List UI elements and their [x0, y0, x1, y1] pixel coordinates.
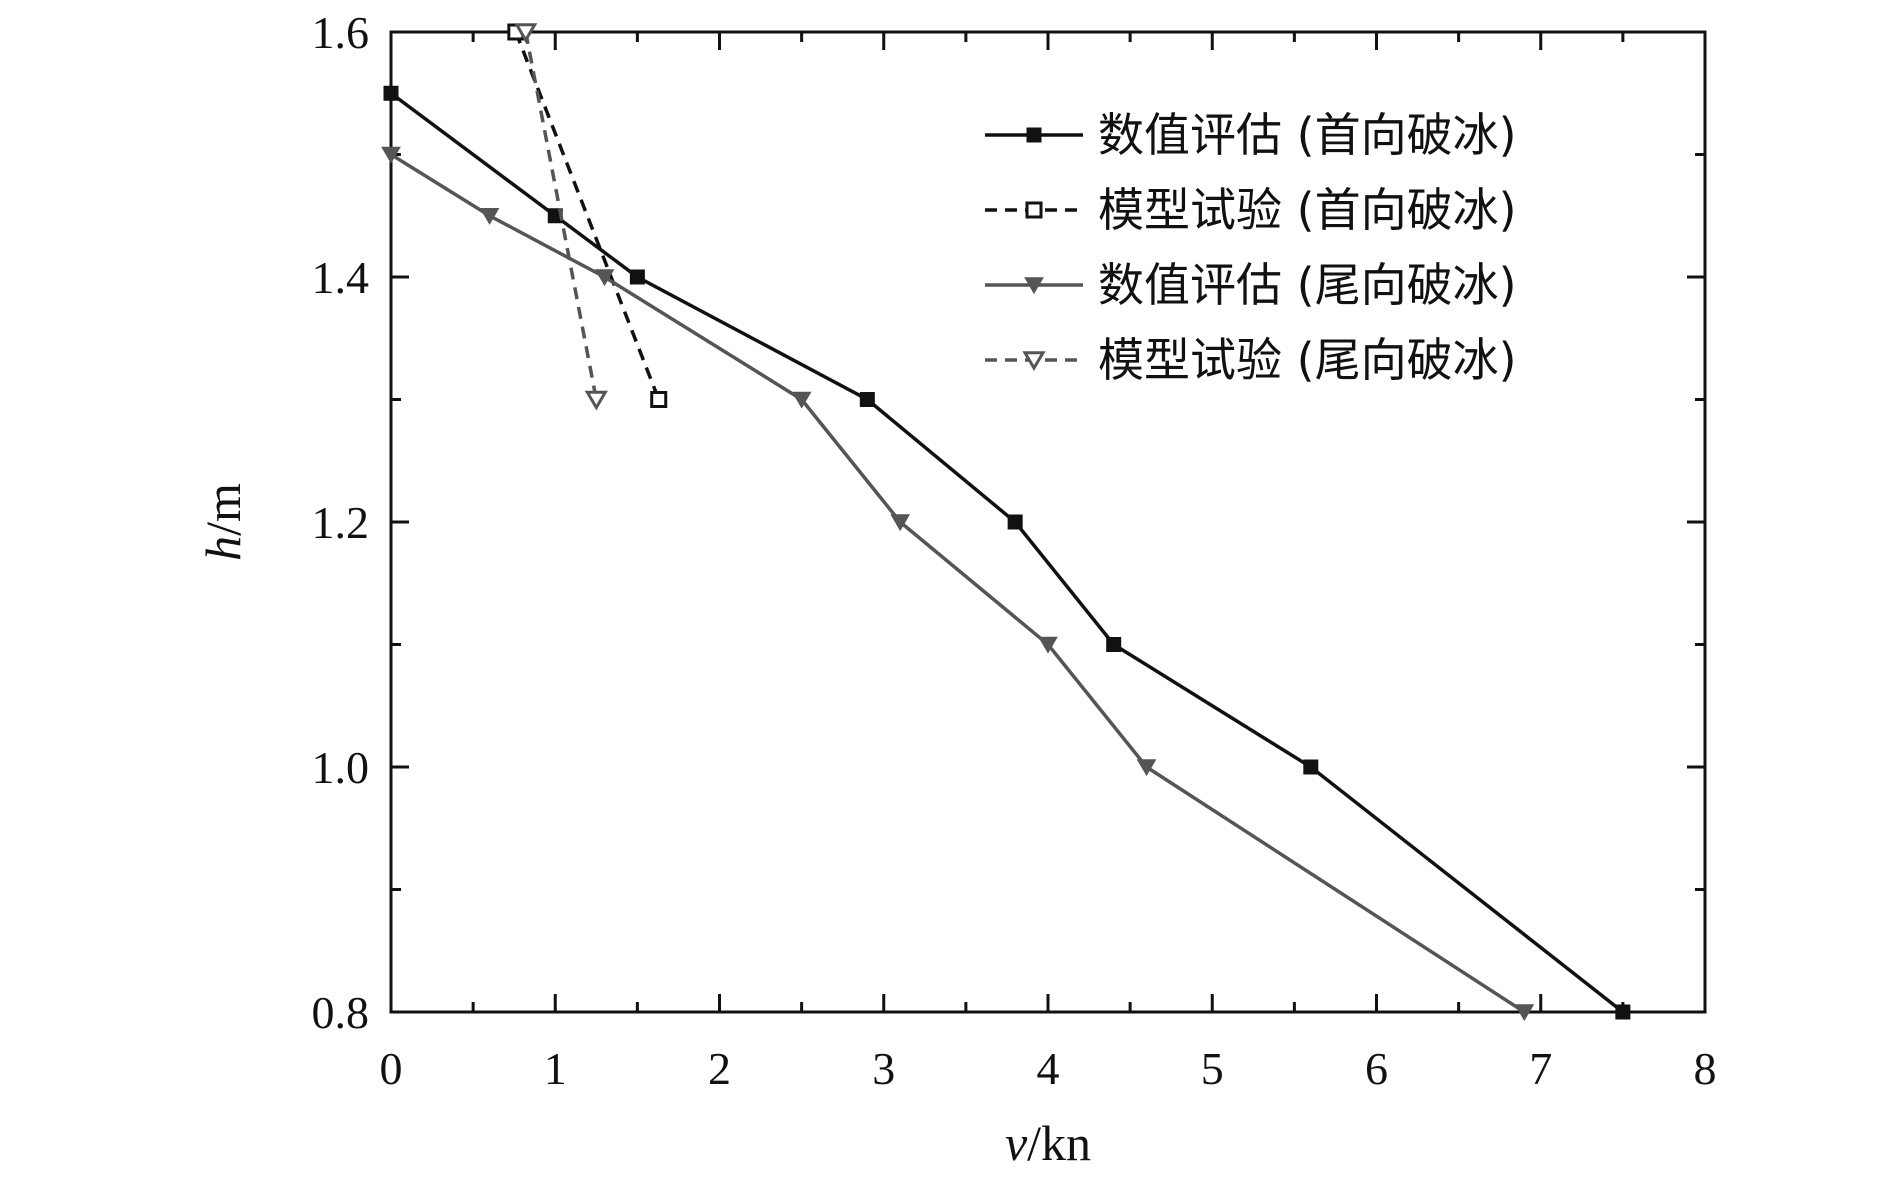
- x-tick-label: 3: [872, 1043, 895, 1094]
- data-point: [1303, 759, 1319, 775]
- x-tick-label: 2: [708, 1043, 731, 1094]
- y-axis-label: h/m: [195, 483, 251, 561]
- data-point: [890, 514, 911, 532]
- x-tick-label: 5: [1201, 1043, 1224, 1094]
- legend-marker: [1024, 277, 1044, 295]
- y-axis-unit: /m: [195, 483, 251, 536]
- legend-label: 数值评估 (尾向破冰): [1098, 258, 1517, 312]
- data-point: [514, 23, 538, 44]
- data-point: [383, 85, 399, 101]
- series-2: [507, 23, 668, 408]
- x-tick-label: 0: [380, 1043, 403, 1094]
- y-tick-label: 1.4: [312, 252, 370, 303]
- data-point: [594, 269, 615, 287]
- y-tick-label: 1.2: [312, 497, 370, 548]
- data-point: [1038, 636, 1058, 654]
- series-layer: [381, 23, 1631, 1022]
- legend-item: 数值评估 (尾向破冰): [985, 258, 1517, 312]
- y-tick-label: 0.8: [312, 987, 370, 1038]
- series-line: [523, 31, 599, 400]
- data-point: [1007, 514, 1023, 530]
- axis-tick-labels: 0 1 2 3 4 5 6 7 8 0.8 1.0 1.2 1.4 1.6: [312, 7, 1717, 1094]
- x-tick-label: 4: [1037, 1043, 1060, 1094]
- legend-label: 模型试验 (首向破冰): [1098, 183, 1517, 237]
- data-point: [791, 391, 812, 409]
- legend-label: 数值评估 (首向破冰): [1098, 108, 1517, 162]
- series-line: [390, 153, 1526, 1014]
- legend-marker: [1022, 351, 1046, 372]
- x-axis-unit: /kn: [1027, 1115, 1091, 1171]
- x-tick-label: 6: [1365, 1043, 1388, 1094]
- data-point: [1106, 637, 1122, 652]
- x-tick-label: 1: [544, 1043, 567, 1094]
- y-tick-label: 1.6: [312, 7, 370, 58]
- x-tick-label: 8: [1694, 1043, 1717, 1094]
- legend: 数值评估 (首向破冰) 模型试验 (首向破冰) 数值评估 (尾向破冰) 模型试验 (尾…: [985, 108, 1517, 387]
- data-point: [650, 391, 668, 408]
- data-point: [859, 392, 875, 407]
- axis-ticks: [389, 30, 1707, 1014]
- series-line: [514, 31, 661, 401]
- data-point: [629, 269, 645, 285]
- data-point: [381, 146, 401, 164]
- data-point: [1514, 1004, 1535, 1022]
- series-3: [381, 146, 1535, 1022]
- legend-item: 模型试验 (首向破冰): [985, 183, 1517, 237]
- series-line: [389, 91, 1624, 1014]
- data-point: [479, 208, 500, 225]
- data-point: [1615, 1004, 1631, 1020]
- legend-item: 模型试验 (尾向破冰): [985, 333, 1517, 387]
- y-axis-variable: h: [195, 536, 251, 561]
- series-4: [514, 23, 608, 411]
- data-point: [1136, 759, 1157, 777]
- data-point: [584, 390, 608, 411]
- y-tick-label: 1.0: [312, 742, 370, 793]
- x-axis-variable: v: [1005, 1115, 1028, 1171]
- legend-marker: [1026, 127, 1042, 143]
- plot-frame: [389, 30, 1707, 1014]
- x-tick-label: 7: [1529, 1043, 1552, 1094]
- legend-label: 模型试验 (尾向破冰): [1098, 333, 1517, 387]
- series-1: [383, 85, 1631, 1020]
- x-axis-label: v/kn: [1005, 1115, 1091, 1171]
- legend-marker: [1025, 201, 1043, 219]
- legend-item: 数值评估 (首向破冰): [985, 108, 1517, 162]
